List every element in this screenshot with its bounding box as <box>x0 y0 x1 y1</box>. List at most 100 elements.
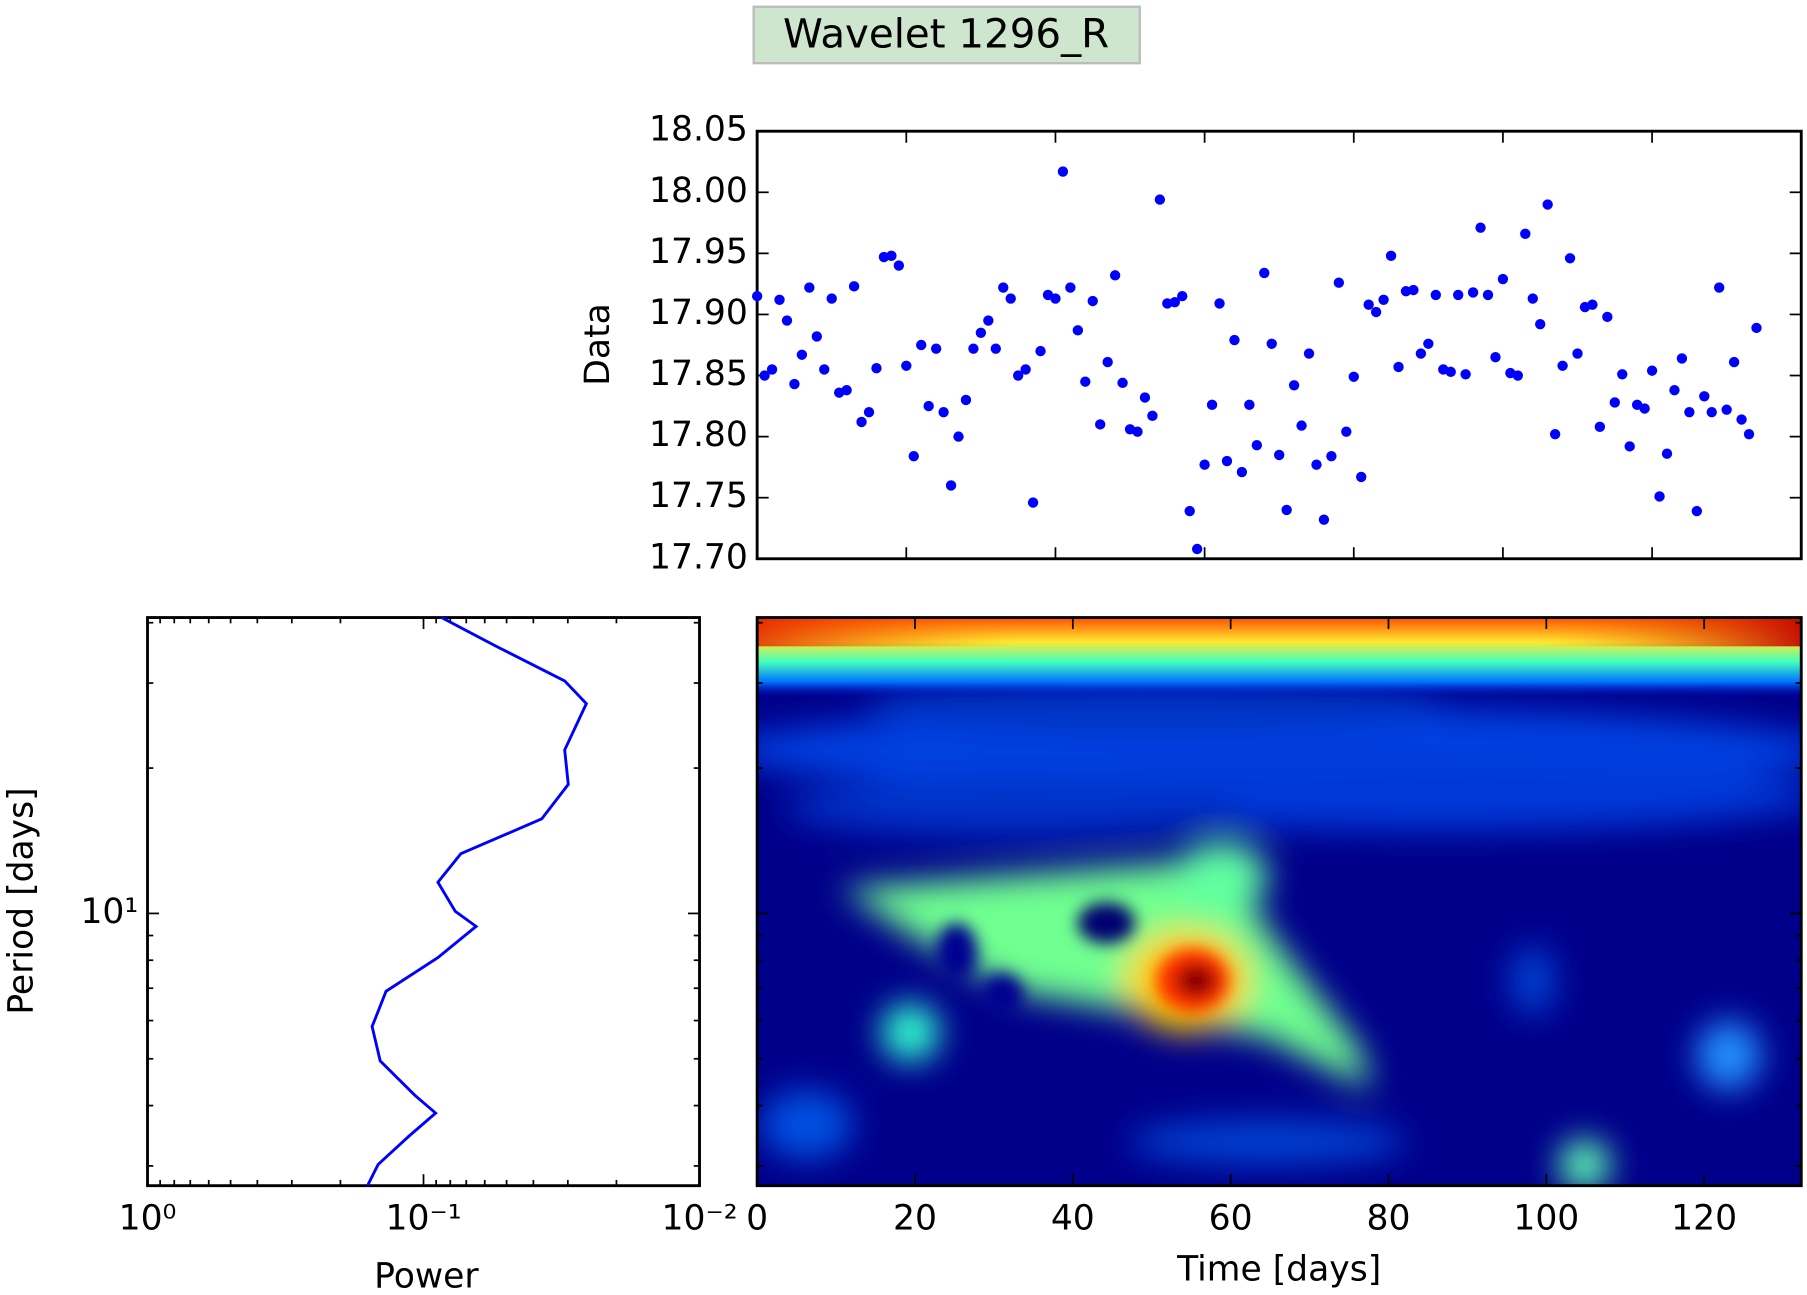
data-point <box>1743 428 1755 440</box>
data-point <box>1221 455 1233 467</box>
data-point <box>1191 543 1203 555</box>
data-point <box>751 290 763 302</box>
data-point <box>1549 428 1561 440</box>
data-point <box>1572 348 1583 359</box>
data-point <box>826 293 837 304</box>
y-tick-label: 17.80 <box>649 415 748 455</box>
data-point <box>1676 353 1688 364</box>
x-tick-label: 60 <box>1209 1199 1253 1239</box>
data-point <box>1102 356 1113 368</box>
y-tick-label: 18.00 <box>649 171 748 211</box>
data-point <box>1602 311 1613 323</box>
data-point <box>1594 421 1606 433</box>
data-point <box>1184 505 1195 517</box>
y-tick-label: 10¹ <box>80 892 138 932</box>
data-point <box>990 343 1001 354</box>
data-point <box>1706 406 1717 418</box>
data-point <box>1535 319 1546 330</box>
data-point <box>1490 352 1501 363</box>
data-point <box>1467 287 1479 298</box>
data-point <box>1027 497 1039 508</box>
plot-frame <box>755 129 1803 561</box>
data-point <box>1154 194 1166 205</box>
data-point <box>789 378 800 390</box>
wavelet-image <box>757 617 1802 1186</box>
data-point <box>1624 441 1635 452</box>
x-axis-label: Power <box>374 1256 479 1295</box>
data-point <box>1214 298 1225 309</box>
data-point <box>1199 459 1210 470</box>
data-point <box>953 431 964 442</box>
data-point <box>901 360 912 371</box>
data-point <box>893 260 905 271</box>
data-point <box>796 349 808 360</box>
data-point <box>1691 505 1703 517</box>
y-tick-label: 17.90 <box>649 293 748 333</box>
data-point <box>1378 294 1389 305</box>
data-point <box>1460 369 1471 380</box>
y-tick-label: 17.75 <box>649 476 748 516</box>
data-point <box>1147 410 1158 422</box>
y-tick-label: 18.05 <box>649 110 748 150</box>
y-axis-label: Data <box>578 303 618 386</box>
data-point <box>841 385 852 396</box>
power-curve <box>366 616 589 1187</box>
data-point <box>975 327 987 338</box>
data-point <box>1646 365 1658 376</box>
data-point <box>1415 348 1427 359</box>
data-point <box>1050 293 1061 304</box>
data-point <box>1087 295 1098 307</box>
data-point <box>886 250 897 262</box>
data-point <box>1348 371 1359 382</box>
data-point <box>1482 289 1494 301</box>
data-point <box>1065 282 1076 293</box>
data-point <box>1259 267 1270 279</box>
data-point <box>856 416 867 428</box>
data-point <box>983 315 994 326</box>
data-point <box>1169 297 1180 308</box>
data-point <box>848 281 860 292</box>
data-point <box>1020 364 1031 375</box>
data-point <box>1311 459 1322 470</box>
data-point <box>1288 380 1300 391</box>
data-point <box>1177 290 1188 302</box>
data-point <box>811 331 822 342</box>
data-point <box>1408 284 1419 296</box>
data-point <box>1423 338 1434 349</box>
data-point <box>1430 289 1441 301</box>
data-point <box>1714 282 1725 293</box>
data-point <box>766 364 778 375</box>
data-point <box>1333 277 1345 288</box>
x-tick-label: 10⁻² <box>661 1199 737 1239</box>
data-point <box>1296 420 1307 431</box>
data-point <box>1669 385 1680 396</box>
data-point <box>1139 392 1151 403</box>
data-point <box>1274 449 1285 461</box>
data-point <box>1542 199 1553 210</box>
x-tick-label: 40 <box>1051 1199 1095 1239</box>
data-point <box>1035 345 1046 357</box>
data-point <box>1236 466 1248 478</box>
data-point <box>1699 391 1710 402</box>
data-point <box>1095 419 1106 430</box>
data-point <box>1564 253 1576 264</box>
data-point <box>1229 334 1240 346</box>
data-point <box>1721 404 1732 415</box>
data-point <box>908 450 919 462</box>
data-point <box>923 400 934 412</box>
x-tick-label: 20 <box>893 1199 937 1239</box>
data-point <box>804 282 815 293</box>
data-point <box>1206 399 1218 411</box>
data-point <box>968 343 979 354</box>
title-box <box>752 5 1141 65</box>
data-point <box>863 406 875 418</box>
data-point <box>1072 325 1084 336</box>
y-tick-label: 17.85 <box>649 354 748 394</box>
chart-title: Wavelet 1296_R <box>783 11 1109 58</box>
y-axis-label: Period [days] <box>2 787 42 1014</box>
x-tick-label: 120 <box>1671 1199 1737 1239</box>
data-point <box>1617 369 1628 380</box>
data-point <box>1356 471 1367 483</box>
x-tick-label: 80 <box>1367 1199 1411 1239</box>
data-point <box>998 282 1009 293</box>
